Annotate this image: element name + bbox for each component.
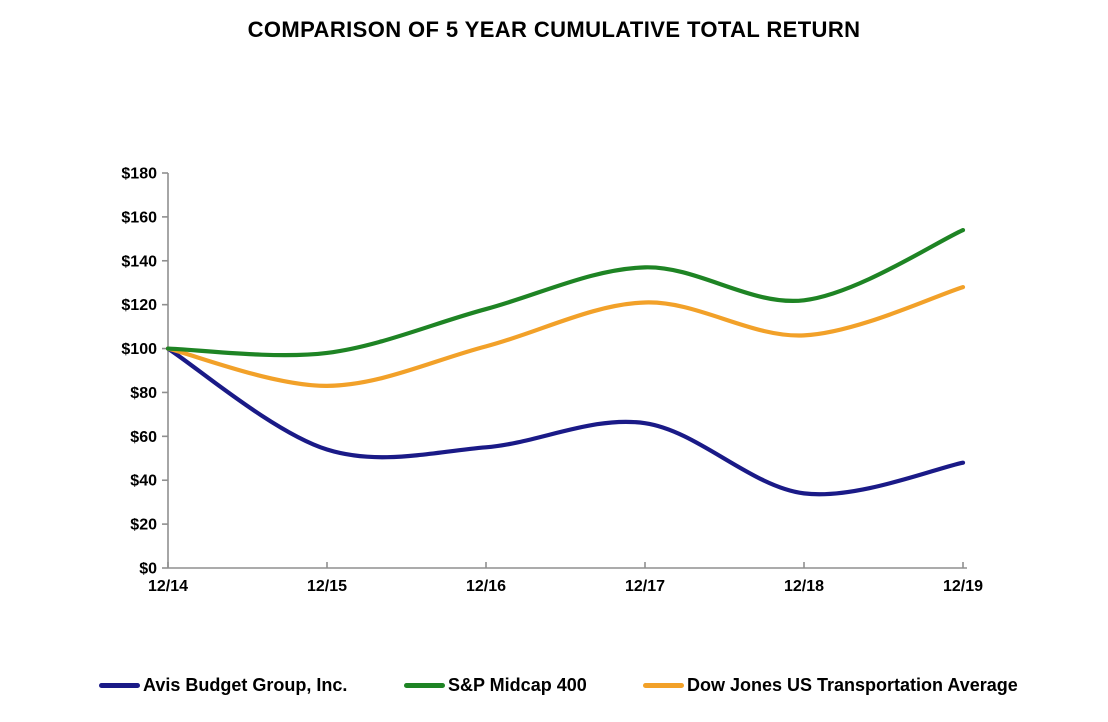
legend-swatch-dow-jones-transportation bbox=[643, 682, 684, 688]
legend-label-avis-budget-group: Avis Budget Group, Inc. bbox=[143, 674, 348, 695]
y-tick-label: $160 bbox=[121, 209, 157, 226]
legend-label-sp-midcap-400: S&P Midcap 400 bbox=[448, 674, 587, 695]
y-tick-label: $100 bbox=[121, 341, 157, 358]
series-line-dow-jones-us-transportation-average bbox=[165, 285, 966, 388]
y-tick-label: $40 bbox=[130, 473, 157, 490]
y-tick-label: $20 bbox=[130, 517, 157, 534]
y-tick-label: $120 bbox=[121, 297, 157, 314]
legend-item-sp-midcap-400: S&P Midcap 400 bbox=[404, 673, 587, 697]
y-tick-label: $140 bbox=[121, 253, 157, 270]
x-tick-label: 12/19 bbox=[943, 578, 983, 595]
legend-label-dow-jones-transportation: Dow Jones US Transportation Average bbox=[687, 674, 1018, 695]
y-tick-label: $60 bbox=[130, 429, 157, 446]
y-tick-label: $80 bbox=[130, 385, 157, 402]
y-tick-label: $0 bbox=[139, 561, 157, 578]
chart-title: COMPARISON OF 5 YEAR CUMULATIVE TOTAL RE… bbox=[247, 17, 861, 42]
y-tick-label: $180 bbox=[121, 166, 157, 183]
legend-item-dow-jones-transportation: Dow Jones US Transportation Average bbox=[643, 673, 1018, 697]
series-line-s-p-midcap-400 bbox=[165, 227, 966, 358]
series-line-avis-budget-group-inc bbox=[165, 346, 966, 497]
x-tick-label: 12/17 bbox=[625, 578, 665, 595]
x-tick-label: 12/14 bbox=[148, 578, 188, 595]
x-tick-label: 12/16 bbox=[466, 578, 506, 595]
legend-item-avis-budget-group: Avis Budget Group, Inc. bbox=[99, 673, 347, 697]
x-tick-label: 12/15 bbox=[307, 578, 347, 595]
legend-swatch-sp-midcap-400 bbox=[404, 682, 445, 688]
legend: Avis Budget Group, Inc. S&P Midcap 400 D… bbox=[0, 673, 1108, 697]
x-tick-label: 12/18 bbox=[784, 578, 824, 595]
legend-swatch-avis-budget-group bbox=[99, 682, 140, 688]
